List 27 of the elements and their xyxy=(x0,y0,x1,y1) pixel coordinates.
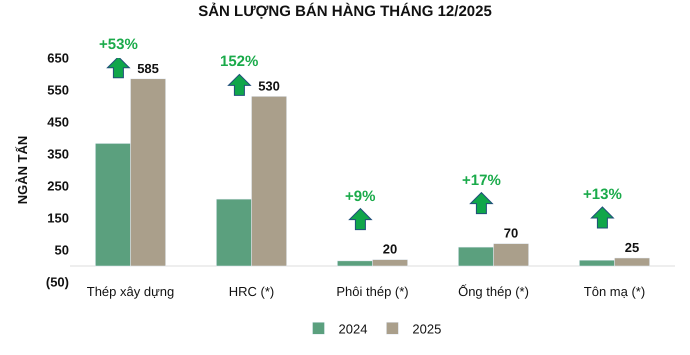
y-axis-title: NGÀN TẤN xyxy=(14,136,30,204)
data-label: 20 xyxy=(382,242,398,257)
annotation: +13% xyxy=(583,186,622,203)
y-tick-label: 250 xyxy=(47,178,69,194)
y-tick-label: (50) xyxy=(46,274,69,290)
x-tick-label: Thép xây dựng xyxy=(86,284,174,299)
y-tick-label: 150 xyxy=(47,210,69,226)
data-label: 530 xyxy=(258,78,280,94)
chart-title: SẢN LƯỢNG BÁN HÀNG THÁNG 12/2025 xyxy=(198,2,492,20)
y-tick-label: 450 xyxy=(47,114,69,130)
data-label: 70 xyxy=(504,226,518,241)
y-tick-label: 350 xyxy=(47,146,69,162)
annotation: +9% xyxy=(345,188,376,205)
x-tick-label: HRC (*) xyxy=(228,284,274,299)
annotation: +17% xyxy=(462,172,501,189)
text: +53% xyxy=(99,36,138,53)
legend-label: 2024 xyxy=(338,321,368,336)
y-tick-label: 550 xyxy=(47,82,69,98)
x-tick-label: Ống thép (*) xyxy=(458,284,529,299)
data-label: 25 xyxy=(624,240,640,255)
y-tick-label: 50 xyxy=(54,242,69,258)
x-tick-label: Tôn mạ (*) xyxy=(584,284,646,299)
x-tick-label: Phôi thép (*) xyxy=(336,284,409,299)
annotation: 152% xyxy=(220,53,258,70)
data-label: 585 xyxy=(137,60,159,76)
y-tick-label: 650 xyxy=(47,50,69,66)
legend-label: 2025 xyxy=(412,321,442,336)
